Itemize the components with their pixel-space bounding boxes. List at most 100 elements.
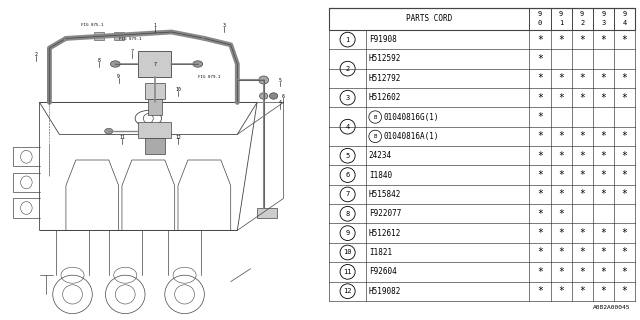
Text: F922077: F922077	[369, 209, 401, 218]
Text: FIG 075-1: FIG 075-1	[81, 23, 104, 27]
Text: *: *	[558, 247, 564, 258]
Text: 9: 9	[559, 11, 563, 17]
Text: *: *	[537, 189, 543, 199]
Text: *: *	[537, 228, 543, 238]
Text: *: *	[621, 132, 627, 141]
Text: H519082: H519082	[369, 287, 401, 296]
Text: *: *	[537, 170, 543, 180]
Text: *: *	[579, 267, 585, 277]
Bar	[138, 122, 172, 138]
Text: I1840: I1840	[369, 171, 392, 180]
Text: *: *	[621, 267, 627, 277]
Text: *: *	[621, 73, 627, 83]
Text: 8: 8	[346, 211, 349, 217]
Ellipse shape	[105, 128, 113, 134]
Text: *: *	[621, 247, 627, 258]
Text: 3: 3	[223, 23, 225, 28]
Bar	[138, 51, 172, 77]
Text: *: *	[537, 54, 543, 64]
Text: *: *	[579, 35, 585, 44]
Text: *: *	[537, 112, 543, 122]
Text: *: *	[600, 35, 606, 44]
Text: 7: 7	[131, 49, 133, 54]
Text: 3: 3	[346, 95, 349, 101]
Bar	[145, 138, 165, 154]
Text: *: *	[558, 35, 564, 44]
Text: *: *	[621, 93, 627, 103]
Text: *: *	[537, 267, 543, 277]
Text: 3: 3	[601, 20, 605, 27]
Ellipse shape	[259, 76, 269, 84]
Bar	[257, 208, 277, 218]
Text: *: *	[579, 228, 585, 238]
Text: 6: 6	[346, 172, 349, 178]
Text: *: *	[621, 35, 627, 44]
Text: *: *	[600, 286, 606, 296]
Text: *: *	[600, 151, 606, 161]
Text: *: *	[537, 247, 543, 258]
Text: 11: 11	[119, 135, 125, 140]
Text: *: *	[558, 93, 564, 103]
Ellipse shape	[193, 61, 203, 67]
Text: 2: 2	[346, 66, 349, 72]
Text: 12: 12	[175, 135, 181, 140]
Text: *: *	[558, 189, 564, 199]
Text: 9: 9	[346, 230, 349, 236]
Text: *: *	[579, 286, 585, 296]
Text: F92604: F92604	[369, 267, 397, 276]
Text: 10: 10	[343, 250, 352, 255]
Text: *: *	[600, 93, 606, 103]
Bar	[94, 32, 104, 40]
Bar	[330, 8, 635, 30]
Text: *: *	[579, 73, 585, 83]
Text: 6: 6	[282, 93, 285, 99]
Ellipse shape	[111, 61, 120, 67]
Bar	[145, 83, 165, 99]
Text: 4: 4	[279, 100, 282, 105]
Text: 24234: 24234	[369, 151, 392, 160]
Text: 2: 2	[35, 52, 38, 57]
Text: *: *	[600, 170, 606, 180]
Text: *: *	[600, 132, 606, 141]
Text: I1821: I1821	[369, 248, 392, 257]
Text: H515842: H515842	[369, 190, 401, 199]
Text: 0: 0	[538, 20, 542, 27]
Text: *: *	[579, 151, 585, 161]
Text: *: *	[537, 93, 543, 103]
Text: 5: 5	[279, 77, 282, 83]
Text: *: *	[600, 73, 606, 83]
Text: *: *	[537, 73, 543, 83]
Text: *: *	[558, 209, 564, 219]
Text: *: *	[537, 209, 543, 219]
Text: 9: 9	[601, 11, 605, 17]
Text: 9: 9	[117, 74, 120, 79]
Text: 8: 8	[97, 58, 100, 63]
Text: *: *	[558, 170, 564, 180]
Text: 9: 9	[622, 11, 627, 17]
Text: H512602: H512602	[369, 93, 401, 102]
Text: H512612: H512612	[369, 228, 401, 238]
Text: 7: 7	[346, 191, 349, 197]
Text: *: *	[600, 189, 606, 199]
Text: PARTS CORD: PARTS CORD	[406, 14, 452, 23]
Text: 9: 9	[538, 11, 542, 17]
Text: *: *	[621, 286, 627, 296]
Bar	[114, 32, 124, 40]
Text: B: B	[374, 134, 377, 139]
Text: 9: 9	[580, 11, 584, 17]
Text: *: *	[621, 228, 627, 238]
Text: *: *	[558, 267, 564, 277]
Text: 10: 10	[175, 87, 181, 92]
Text: *: *	[621, 189, 627, 199]
Text: 01040816G(1): 01040816G(1)	[383, 113, 438, 122]
Text: H512592: H512592	[369, 54, 401, 63]
Text: H512792: H512792	[369, 74, 401, 83]
Text: *: *	[600, 228, 606, 238]
Text: *: *	[621, 151, 627, 161]
Text: 1: 1	[346, 36, 349, 43]
Text: *: *	[579, 170, 585, 180]
Text: 01040816A(1): 01040816A(1)	[383, 132, 438, 141]
Text: 1: 1	[559, 20, 563, 27]
Text: *: *	[537, 132, 543, 141]
Text: 11: 11	[343, 269, 352, 275]
